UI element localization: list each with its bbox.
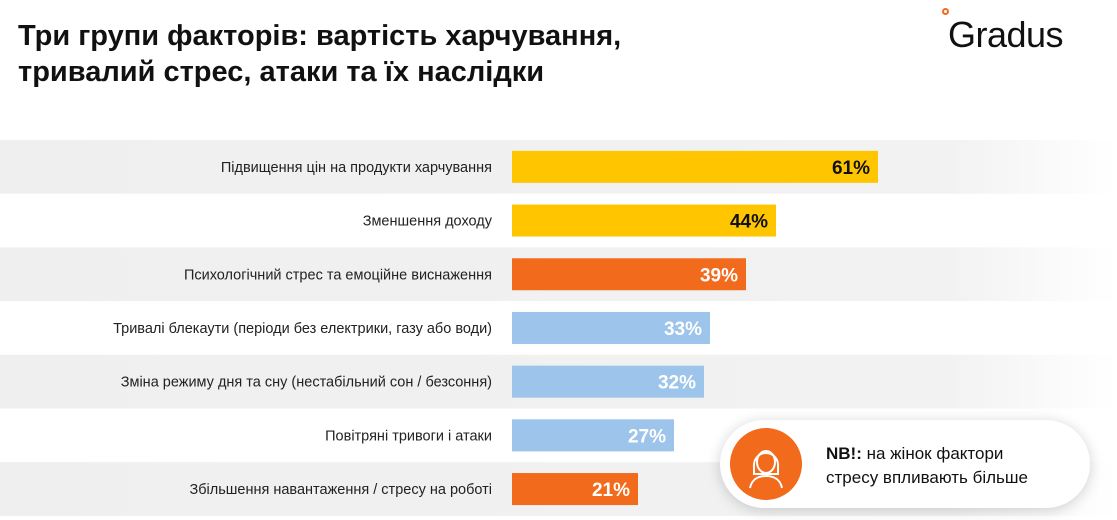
bar: [512, 204, 776, 237]
title-line-1: Три групи факторів: вартість харчування,: [18, 20, 622, 52]
nb-callout: NB!: на жінок фактори стресу впливають б…: [720, 420, 1090, 508]
category-label: Тривалі блекаути (періоди без електрики,…: [113, 321, 492, 337]
category-label: Зміна режиму дня та сну (нестабільний со…: [121, 375, 492, 391]
bar: [512, 258, 746, 291]
bar: [512, 419, 674, 452]
value-label: 61%: [832, 158, 870, 179]
callout-text: NB!: на жінок фактори стресу впливають б…: [826, 442, 1028, 490]
value-label: 27%: [628, 426, 666, 447]
category-label: Повітряні тривоги і атаки: [325, 428, 492, 444]
value-label: 21%: [592, 480, 630, 501]
value-label: 33%: [664, 319, 702, 340]
bar: [512, 365, 704, 398]
gradus-logo: Gradus: [948, 14, 1064, 55]
category-label: Підвищення цін на продукти харчування: [221, 160, 492, 176]
bar: [512, 473, 638, 506]
value-label: 32%: [658, 373, 696, 394]
callout-line-1: на жінок фактори: [861, 444, 1004, 463]
category-label: Зменшення доходу: [363, 214, 493, 230]
value-label: 44%: [730, 212, 768, 233]
category-label: Психологічний стрес та емоційне виснажен…: [184, 267, 492, 283]
callout-bold: NB!:: [826, 444, 862, 463]
logo-dot-icon: [942, 8, 949, 15]
woman-icon: [730, 428, 802, 500]
title-line-2: тривалий стрес, атаки та їх наслідки: [18, 56, 545, 88]
category-label: Збільшення навантаження / стресу на робо…: [189, 482, 492, 498]
page-title: Три групи факторів: вартість харчування,…: [18, 18, 621, 90]
bar: [512, 311, 710, 344]
callout-line-2: стресу впливають більше: [826, 468, 1028, 487]
bar: [512, 150, 878, 183]
value-label: 39%: [700, 265, 738, 286]
